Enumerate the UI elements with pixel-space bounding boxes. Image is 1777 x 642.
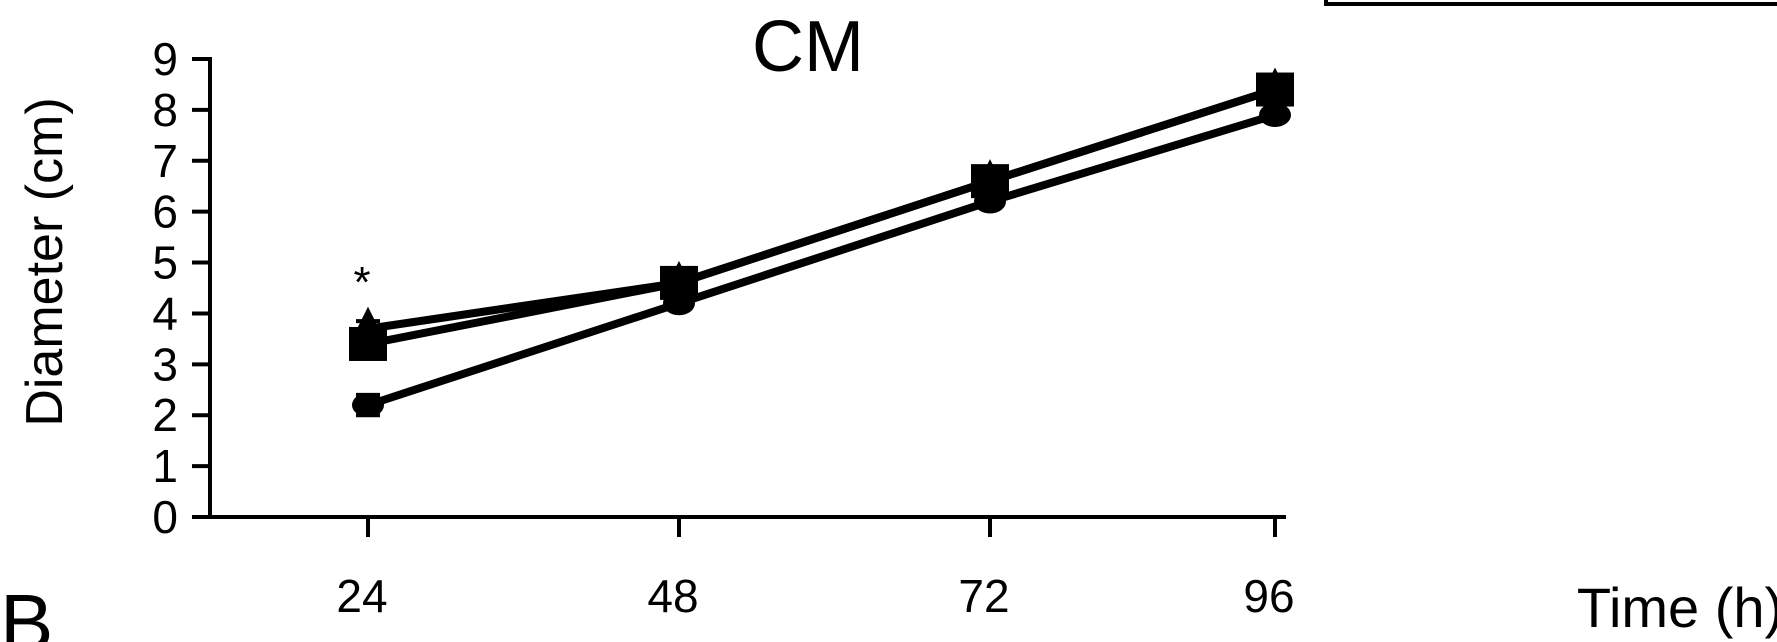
y-tick-label: 8 xyxy=(152,84,178,136)
significance-marker: * xyxy=(353,258,370,307)
y-tick-label: 7 xyxy=(152,135,178,187)
series-line-square xyxy=(367,85,1277,348)
data-point-circle xyxy=(352,393,384,418)
x-tick-label: 72 xyxy=(958,570,1009,622)
annotation-layer: * xyxy=(353,258,370,307)
x-tick-label: 48 xyxy=(647,570,698,622)
y-tick-label: 4 xyxy=(152,287,178,339)
y-tick-label: 9 xyxy=(152,33,178,85)
data-point-circle xyxy=(663,291,695,316)
x-tick-label: 24 xyxy=(336,570,387,622)
panel-letter: B xyxy=(0,578,53,642)
data-point-square xyxy=(349,326,387,361)
chart-title: CM xyxy=(752,7,864,87)
data-point-circle xyxy=(1259,102,1291,127)
y-axis-label: Diameter (cm) xyxy=(16,97,74,426)
series-line-triangle xyxy=(367,85,1277,333)
series-triangle xyxy=(352,67,1291,339)
series-circle xyxy=(352,102,1291,418)
y-tick-label: 2 xyxy=(152,389,178,441)
y-tick-label: 0 xyxy=(152,491,178,543)
y-tick-label: 3 xyxy=(152,338,178,390)
x-tick-label: 96 xyxy=(1243,570,1294,622)
series-layer xyxy=(349,67,1294,418)
series-line-circle xyxy=(366,111,1277,409)
data-point-square xyxy=(1256,72,1294,107)
data-point-circle xyxy=(974,189,1006,214)
y-tick-label: 6 xyxy=(152,186,178,238)
y-tick-label: 1 xyxy=(152,440,178,492)
series-square xyxy=(349,72,1294,361)
y-tick-label: 5 xyxy=(152,237,178,289)
x-axis-label: Time (h) xyxy=(1577,576,1777,639)
